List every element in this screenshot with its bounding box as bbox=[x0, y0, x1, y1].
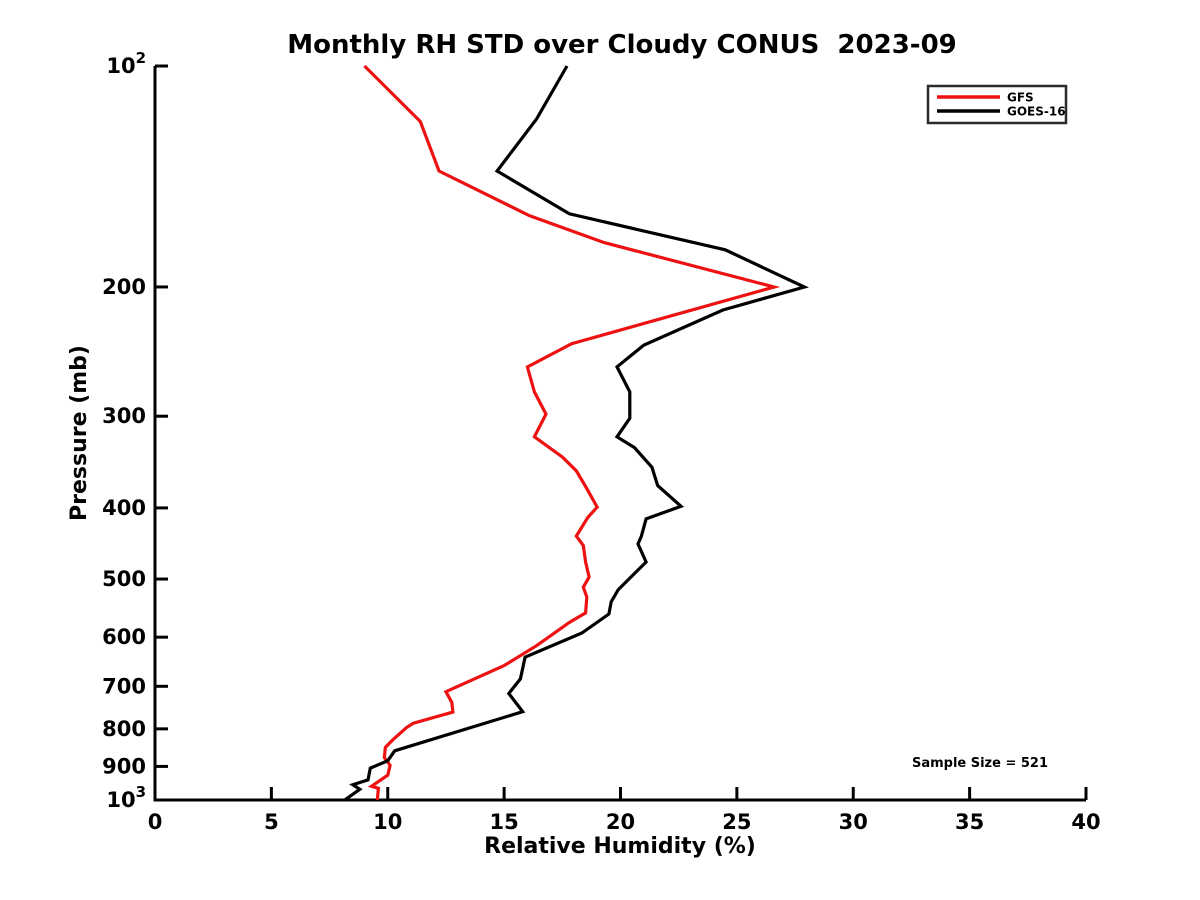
x-tick-label: 15 bbox=[490, 810, 519, 834]
series-line-goes-16 bbox=[343, 65, 809, 802]
legend-box bbox=[926, 84, 1068, 125]
y-tick-label: 800 bbox=[102, 717, 146, 741]
y-tick-label: 500 bbox=[102, 567, 146, 591]
y-tick-label: 600 bbox=[102, 625, 146, 649]
x-tick-label: 40 bbox=[1071, 810, 1100, 834]
y-tick-label: 700 bbox=[102, 674, 146, 698]
y-tick-label: 300 bbox=[102, 404, 146, 428]
axes: 0 5 10 15 20 25 30 35 40 102 200 300 400 500 600 700 800… bbox=[102, 49, 1100, 834]
x-tick-label: 20 bbox=[606, 810, 635, 834]
x-tick-label: 10 bbox=[373, 810, 402, 834]
x-tick-label: 0 bbox=[148, 810, 163, 834]
legend-label-goes-16: GOES-16 bbox=[1007, 105, 1066, 119]
y-tick-label: 900 bbox=[102, 754, 146, 778]
y-tick-label: 102 bbox=[106, 49, 146, 78]
x-tick-label: 5 bbox=[264, 810, 279, 834]
legend-label-gfs: GFS bbox=[1007, 91, 1034, 105]
y-tick-label: 200 bbox=[102, 275, 146, 299]
y-axis-label: Pressure (mb) bbox=[67, 345, 92, 521]
sample-size-annotation: Sample Size = 521 bbox=[912, 756, 1048, 771]
y-tick-label: 400 bbox=[102, 496, 146, 520]
chart-title: Monthly RH STD over Cloudy CONUS 2023-09 bbox=[287, 30, 957, 60]
series-line-gfs bbox=[363, 64, 781, 801]
y-tick-label: 103 bbox=[106, 783, 146, 812]
x-tick-label: 30 bbox=[839, 810, 868, 834]
x-tick-label: 35 bbox=[955, 810, 984, 834]
x-tick-label: 25 bbox=[722, 810, 751, 834]
x-axis-label: Relative Humidity (%) bbox=[484, 834, 756, 859]
series-lines bbox=[343, 64, 809, 802]
